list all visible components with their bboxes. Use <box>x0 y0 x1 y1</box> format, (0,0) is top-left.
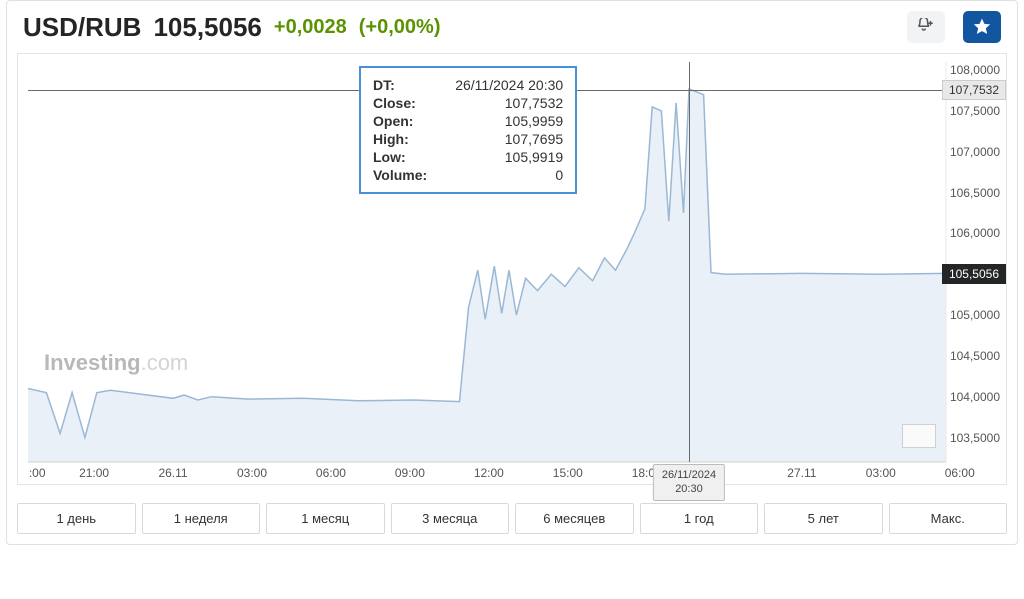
x-hover-callout: 26/11/202420:30 <box>653 464 725 501</box>
x-axis-label: 03:00 <box>866 466 896 480</box>
y-axis-label: 107,0000 <box>950 145 1000 159</box>
crosshair-vertical <box>689 62 690 462</box>
y-axis-label: 105,0000 <box>950 308 1000 322</box>
tooltip-value: 26/11/2024 20:30 <box>455 76 563 94</box>
favorite-button[interactable] <box>963 11 1001 43</box>
timeframe-button[interactable]: 6 месяцев <box>515 503 634 534</box>
timeframe-button[interactable]: 1 год <box>640 503 759 534</box>
y-axis-label: 107,5000 <box>950 104 1000 118</box>
timeframe-button[interactable]: 5 лет <box>764 503 883 534</box>
x-axis-label: 26.11 <box>158 466 187 480</box>
last-price: 105,5056 <box>153 12 261 43</box>
instrument-pair: USD/RUB <box>23 12 141 43</box>
price-change-pct: (+0,00%) <box>359 16 441 39</box>
timeframe-button[interactable]: 1 день <box>17 503 136 534</box>
y-axis-label: 106,5000 <box>950 186 1000 200</box>
tooltip-value: 107,7532 <box>455 94 563 112</box>
tooltip-key: Volume: <box>373 166 455 184</box>
ohlc-tooltip: DT:26/11/2024 20:30Close:107,7532Open:10… <box>359 66 577 194</box>
x-axis-label: 06:00 <box>945 466 975 480</box>
tooltip-key: Low: <box>373 148 455 166</box>
y-axis-label: 106,0000 <box>950 226 1000 240</box>
y-current-badge: 105,5056 <box>942 264 1006 284</box>
timeframe-button[interactable]: 1 месяц <box>266 503 385 534</box>
x-axis-label: 21:00 <box>79 466 109 480</box>
watermark: Investing.com <box>44 350 188 376</box>
tooltip-key: Close: <box>373 94 455 112</box>
chart-wrapper: 108,0000 107,5000 107,0000 106,5000 106,0000… <box>17 53 1007 485</box>
y-axis-label: 108,0000 <box>950 63 1000 77</box>
timeframe-button[interactable]: 1 неделя <box>142 503 261 534</box>
tooltip-value: 105,9919 <box>455 148 563 166</box>
bell-plus-icon <box>916 18 936 36</box>
x-axis-label: 06:00 <box>316 466 346 480</box>
x-axis-label: 27.11 <box>787 466 816 480</box>
tooltip-value: 0 <box>455 166 563 184</box>
y-axis-label: 104,5000 <box>950 349 1000 363</box>
x-axis-label: :00 <box>29 466 46 480</box>
y-axis-label: 104,0000 <box>950 390 1000 404</box>
tooltip-key: High: <box>373 130 455 148</box>
y-axis-label: 103,5000 <box>950 431 1000 445</box>
timeframe-button[interactable]: 3 месяца <box>391 503 510 534</box>
alert-button[interactable] <box>907 11 945 43</box>
header: USD/RUB 105,5056 +0,0028 (+0,00%) <box>7 1 1017 53</box>
chart-area[interactable]: 108,0000 107,5000 107,0000 106,5000 106,0000… <box>18 54 1006 484</box>
tooltip-key: DT: <box>373 76 455 94</box>
timeframe-button[interactable]: Макс. <box>889 503 1008 534</box>
timeframe-bar: 1 день1 неделя1 месяц3 месяца6 месяцев1 … <box>7 495 1017 544</box>
y-hover-badge: 107,7532 <box>942 80 1006 100</box>
widget-container: USD/RUB 105,5056 +0,0028 (+0,00%) 108,00… <box>6 0 1018 545</box>
legend-toggle[interactable] <box>902 424 936 448</box>
star-icon <box>972 17 992 37</box>
price-change: +0,0028 <box>274 16 347 39</box>
x-axis-label: 03:00 <box>237 466 267 480</box>
x-axis-label: 09:00 <box>395 466 425 480</box>
tooltip-value: 105,9959 <box>455 112 563 130</box>
tooltip-key: Open: <box>373 112 455 130</box>
x-axis-label: 15:00 <box>553 466 583 480</box>
x-axis-label: 12:00 <box>474 466 504 480</box>
tooltip-value: 107,7695 <box>455 130 563 148</box>
